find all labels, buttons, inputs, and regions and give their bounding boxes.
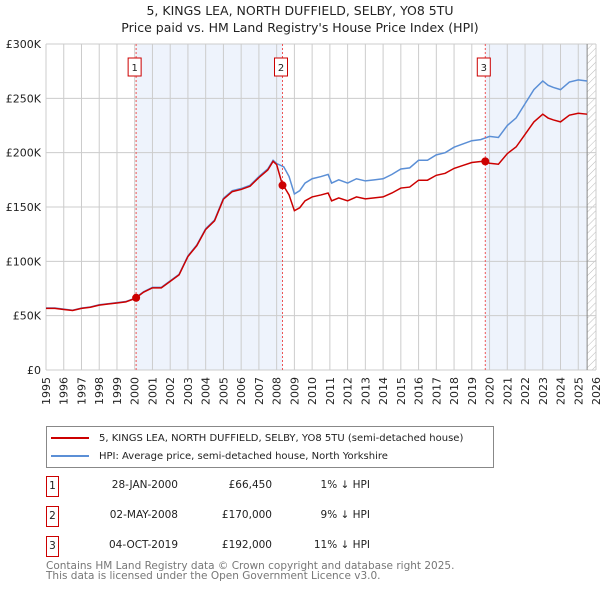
x-tick-label: 2022: [519, 377, 532, 405]
y-tick-label: £200K: [6, 147, 42, 160]
sale-point: [278, 181, 287, 190]
x-tick-label: 2010: [306, 377, 319, 405]
chart-subtitle: Price paid vs. HM Land Registry's House …: [121, 20, 479, 35]
footer-line-2: This data is licensed under the Open Gov…: [46, 570, 381, 582]
y-tick-label: £300K: [6, 38, 42, 51]
x-tick-label: 2024: [555, 377, 568, 405]
legend-blue-line: [51, 455, 89, 457]
y-tick-label: £150K: [6, 201, 42, 214]
x-tick-label: 2021: [501, 377, 514, 405]
transaction-row: 2 02-MAY-2008 £170,000 9% ↓ HPI: [46, 506, 376, 527]
sale-point: [132, 293, 141, 302]
x-tick-label: 1998: [93, 377, 106, 405]
x-tick-label: 2001: [146, 377, 159, 405]
x-tick-label: 2013: [359, 377, 372, 405]
sale-badge: [476, 57, 491, 77]
price-paid-line: [46, 112, 588, 312]
x-tick-label: 2025: [572, 377, 585, 405]
x-tick-label: 2018: [448, 377, 461, 405]
transaction-row: 1 28-JAN-2000 £66,450 1% ↓ HPI: [46, 476, 376, 497]
x-tick-label: 2023: [537, 377, 550, 405]
x-tick-label: 2012: [342, 377, 355, 405]
x-tick-label: 2016: [413, 377, 426, 405]
sale-badge-number: 1: [131, 63, 137, 74]
transaction-price: £192,000: [221, 539, 272, 551]
x-tick-label: 2004: [200, 377, 213, 405]
x-tick-label: 1999: [111, 377, 124, 405]
x-tick-label: 2017: [430, 377, 443, 405]
x-tick-label: 2000: [129, 377, 142, 405]
transaction-date: 04-OCT-2019: [109, 539, 178, 551]
y-tick-label: £250K: [6, 92, 42, 105]
x-tick-label: 2020: [484, 377, 497, 405]
x-tick-label: 1996: [58, 377, 71, 405]
x-tick-label: 2011: [324, 377, 337, 405]
legend: 5, KINGS LEA, NORTH DUFFIELD, SELBY, YO8…: [46, 426, 494, 468]
x-tick-label: 2002: [164, 377, 177, 405]
sale-point: [481, 157, 490, 166]
x-tick-label: 2005: [217, 377, 230, 405]
x-tick-label: 2003: [182, 377, 195, 405]
transaction-number: 3: [46, 536, 59, 557]
footer-line-1: Contains HM Land Registry data © Crown c…: [46, 560, 455, 572]
sale-badge: [127, 57, 142, 77]
sale-badge-number: 3: [481, 63, 487, 74]
x-tick-label: 1995: [40, 377, 53, 405]
sale-badge: [274, 57, 288, 77]
footer: Contains HM Land Registry data © Crown c…: [46, 560, 455, 582]
y-tick-label: £0: [27, 364, 41, 377]
transaction-date: 02-MAY-2008: [109, 509, 178, 521]
transaction-delta: 1% ↓ HPI: [320, 479, 370, 491]
y-tick-label: £50K: [13, 310, 42, 323]
y-tick-label: £100K: [6, 255, 42, 268]
x-tick-label: 2007: [253, 377, 266, 405]
transaction-delta: 9% ↓ HPI: [320, 509, 370, 521]
x-tick-label: 2009: [288, 377, 301, 405]
x-tick-label: 2015: [395, 377, 408, 405]
chart-title: 5, KINGS LEA, NORTH DUFFIELD, SELBY, YO8…: [146, 3, 454, 18]
x-tick-label: 1997: [75, 377, 88, 405]
x-tick-label: 2014: [377, 377, 390, 405]
legend-hpi: HPI: Average price, semi-detached house,…: [99, 450, 388, 462]
transaction-price: £170,000: [221, 509, 272, 521]
legend-property: 5, KINGS LEA, NORTH DUFFIELD, SELBY, YO8…: [99, 432, 464, 444]
transaction-price: £66,450: [228, 479, 272, 491]
transaction-date: 28-JAN-2000: [111, 479, 178, 491]
price-chart: 1995 1996 1997 1998 1999 2000 2001 2002 2003 2004…: [6, 38, 600, 405]
transaction-row: 3 04-OCT-2019 £192,000 11% ↓ HPI: [46, 536, 376, 557]
x-tick-label: 2026: [590, 377, 600, 405]
legend-red-line: [51, 437, 89, 439]
sale-badge-number: 2: [278, 63, 284, 74]
transaction-number: 2: [46, 506, 59, 527]
transaction-delta: 11% ↓ HPI: [313, 539, 370, 551]
x-tick-label: 2019: [466, 377, 479, 405]
x-tick-label: 2006: [235, 377, 248, 405]
transaction-number: 1: [46, 476, 59, 497]
x-tick-label: 2008: [271, 377, 284, 405]
